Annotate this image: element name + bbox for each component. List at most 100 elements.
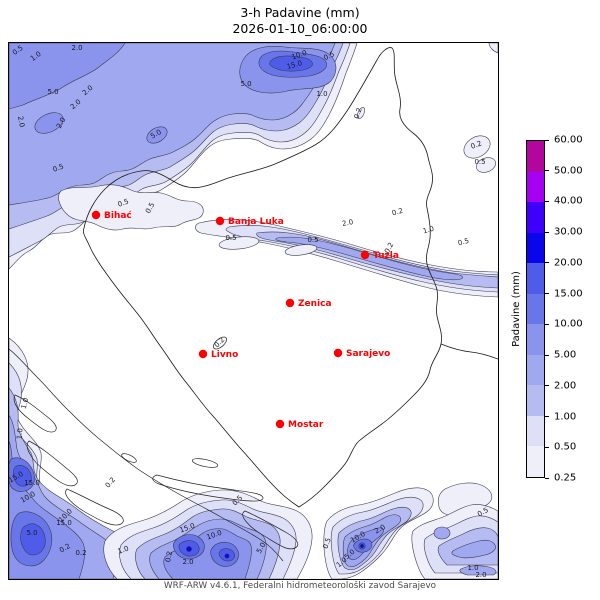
- contour-value-label: 2.0: [475, 571, 486, 579]
- contour-value-label: 0.5: [117, 197, 130, 208]
- colorbar-tick-label: 0.50: [554, 441, 577, 453]
- city-label: Sarajevo: [346, 349, 390, 359]
- colorbar-tick: [545, 231, 549, 233]
- colorbar-segment: [527, 171, 544, 203]
- contour-value-label: 0.2: [75, 549, 86, 557]
- colorbar-tick-label: 0.25: [554, 472, 577, 484]
- serbia-border-line: [440, 343, 498, 360]
- colorbar-tick: [545, 200, 549, 202]
- plot-title: 3-h Padavine (mm): [240, 5, 360, 20]
- colorbar-tick-label: 30.00: [554, 226, 583, 238]
- city-label: Mostar: [288, 420, 324, 430]
- city-marker: [198, 349, 208, 359]
- colorbar-segment: [527, 324, 544, 355]
- contour-value-label: 5.0: [47, 88, 58, 96]
- colorbar-tick: [545, 170, 549, 172]
- city-label: Banja Luka: [228, 217, 284, 227]
- attribution-footer: WRF-ARW v4.6.1, Federalni hidrometeorolo…: [163, 581, 437, 591]
- island-outline: [26, 440, 78, 487]
- contour-value-label: 0.2: [164, 550, 174, 562]
- colorbar-segment: [527, 354, 544, 386]
- island-outline: [13, 394, 57, 433]
- colorbar-segment: [527, 141, 544, 172]
- contour-value-label: 2.0: [71, 44, 82, 52]
- contour-value-label: 1.0: [422, 225, 435, 236]
- contour-value-label: 15.0: [24, 479, 40, 487]
- map-frame: 0.5 1.0 2.0 5.0 2.0 2.0 2.0 2.0 5.0 5.0 10.0 15.0 0.…: [8, 42, 499, 580]
- colorbar-tick-label: 60.00: [554, 134, 583, 146]
- contour-value-label: 0.2: [352, 107, 363, 120]
- colorbar-tick-label: 15.00: [554, 288, 583, 300]
- island-outline: [121, 453, 137, 463]
- plot-title-block: 3-h Padavine (mm) 2026-01-10_06:00:00: [0, 5, 600, 37]
- bosnia-border: [82, 47, 442, 508]
- colorbar-tick-label: 40.00: [554, 195, 583, 207]
- contour-value-label: 0.5: [474, 158, 485, 166]
- colorbar-segment: [527, 232, 544, 264]
- city-marker: [333, 348, 343, 358]
- contour-value-label: 1.0: [20, 397, 31, 410]
- city-marker: [215, 216, 225, 226]
- contour-value-label: 15.0: [56, 519, 72, 527]
- contour-value-label: 0.5: [321, 537, 332, 550]
- contour-value-label: 2.0: [16, 115, 26, 127]
- island-outline: [191, 458, 219, 468]
- precip-band-posavina: [195, 219, 498, 298]
- small-contour-livno: [213, 336, 227, 350]
- precip-field-southwest: [9, 337, 188, 579]
- contour-value-label: 0.2: [391, 207, 404, 218]
- contour-value-label: 5.0: [26, 529, 37, 537]
- contour-value-label: 15.0: [286, 59, 303, 71]
- contour-value-label: 0.5: [307, 236, 318, 244]
- contour-value-label: 1.0: [467, 564, 478, 572]
- colorbar-axis-label-text: Padavine (mm): [511, 271, 522, 347]
- contour-value-label: 0.5: [225, 234, 236, 242]
- colorbar-tick-label: 10.00: [554, 318, 583, 330]
- contour-value-label: 1.0: [316, 90, 327, 98]
- plot-datetime: 2026-01-10_06:00:00: [232, 21, 368, 36]
- contour-value-label: 0.5: [457, 237, 470, 248]
- precip-patches-southeast: [411, 482, 498, 579]
- contour-value-label: 0.2: [104, 476, 117, 490]
- contour-value-label: 1.0: [117, 544, 130, 555]
- precipitation-map-canvas: 0.5 1.02.05.0 2.02.02.0 2.05.05.010.015.00.…: [9, 43, 498, 579]
- colorbar-tick: [545, 446, 549, 448]
- colorbar-tick: [545, 416, 549, 418]
- colorbar-tick: [545, 262, 549, 264]
- colorbar-segment: [527, 415, 544, 447]
- city-label: Tuzla: [373, 251, 399, 261]
- island-outline: [65, 488, 124, 526]
- contour-value-label: 0.5: [322, 50, 335, 62]
- colorbar-segment: [527, 446, 544, 478]
- colorbar-tick: [545, 354, 549, 356]
- colorbar-tick: [545, 323, 549, 325]
- peljesac-outline: [152, 474, 264, 502]
- island-outline: [242, 510, 299, 550]
- adriatic-coastline: [9, 348, 284, 562]
- colorbar-tick-label: 5.00: [554, 349, 577, 361]
- contour-value-label: 0.5: [52, 162, 65, 173]
- contour-value-label: 2.0: [341, 218, 353, 228]
- colorbar-tick: [545, 477, 549, 479]
- city-label: Bihać: [104, 210, 132, 221]
- city-marker: [275, 419, 285, 429]
- city-marker: [91, 210, 101, 220]
- colorbar-tick: [545, 293, 549, 295]
- contour-value-label: 1.0: [16, 428, 25, 440]
- colorbar-segment: [527, 293, 544, 325]
- colorbar-tick-label: 20.00: [554, 257, 583, 269]
- city-marker: [285, 298, 295, 308]
- colorbar-tick-label: 2.00: [554, 380, 577, 392]
- colorbar-segment: [527, 263, 544, 294]
- contour-value-label: 2.0: [182, 558, 193, 566]
- contour-value-label: 0.2: [470, 139, 483, 150]
- city-label: Livno: [211, 350, 238, 360]
- colorbar-segment: [527, 202, 544, 233]
- city-label: Zenica: [298, 299, 332, 309]
- precip-field-south-central: [103, 489, 313, 579]
- colorbar-axis-label: Padavine (mm): [511, 249, 525, 369]
- colorbar-segment: [527, 385, 544, 416]
- city-markers-layer: Bihać Banja Luka Tuzla Zenica Livno Sarajevo M…: [91, 210, 399, 430]
- colorbar-tick-label: 50.00: [554, 165, 583, 177]
